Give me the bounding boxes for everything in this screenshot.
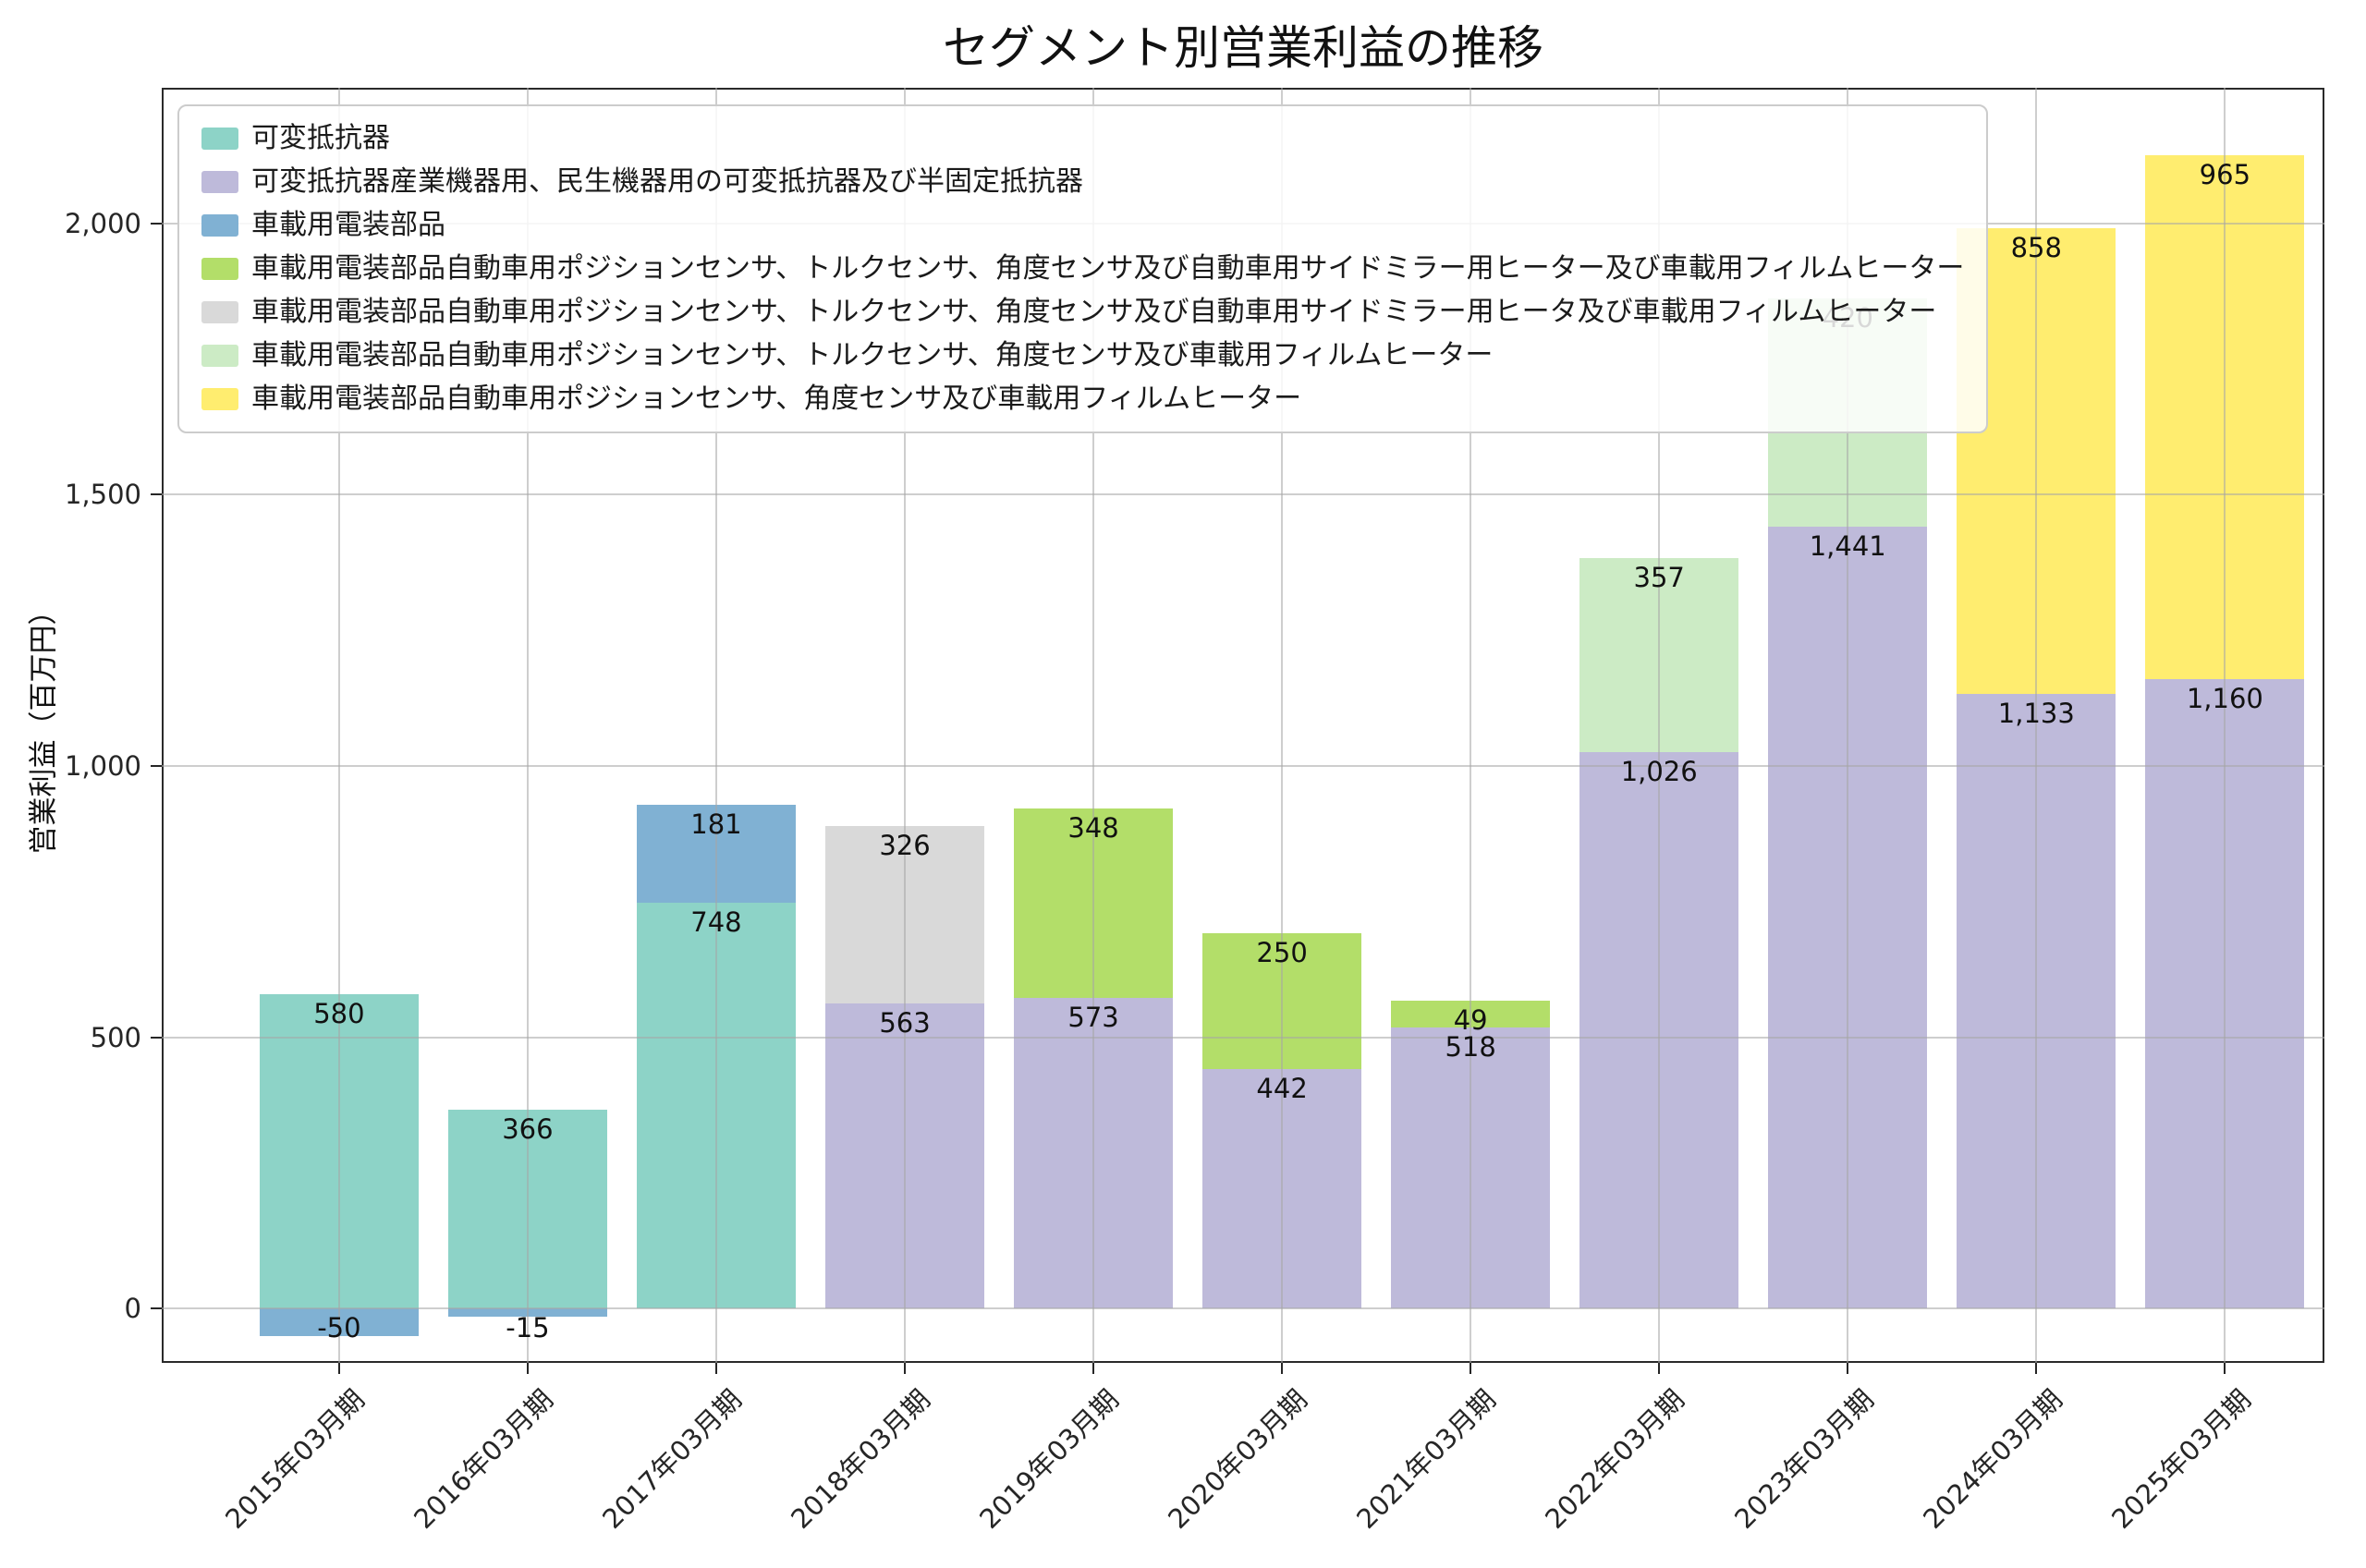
bar-value-label: 326 xyxy=(879,830,931,862)
x-tick-mark xyxy=(2224,1363,2226,1374)
x-tick-mark xyxy=(526,1363,529,1374)
y-tick-mark xyxy=(151,222,162,225)
bar-value-label: 366 xyxy=(502,1113,554,1146)
x-tick-label: 2020年03月期 xyxy=(1162,1383,1314,1536)
x-tick-mark xyxy=(714,1363,717,1374)
x-tick-label: 2015年03月期 xyxy=(219,1383,372,1536)
bar-value-label: 965 xyxy=(2199,159,2251,191)
gridline-v xyxy=(904,88,907,1363)
x-tick-mark xyxy=(2035,1363,2038,1374)
legend-item-label: 車載用電装部品 xyxy=(251,209,445,241)
bar-value-label: 357 xyxy=(1633,562,1685,594)
bar-value-label: 442 xyxy=(1256,1072,1308,1104)
x-tick-label: 2017年03月期 xyxy=(596,1383,749,1536)
gridline-v xyxy=(2035,88,2038,1363)
bar-value-label: 748 xyxy=(690,906,742,939)
y-tick-label: 1,000 xyxy=(64,750,141,783)
legend-swatch xyxy=(201,214,238,237)
bar-value-label: 1,160 xyxy=(2186,683,2263,715)
legend-swatch xyxy=(201,128,238,150)
bar-value-label: 858 xyxy=(2010,232,2062,264)
x-tick-label: 2019年03月期 xyxy=(973,1383,1126,1536)
legend-swatch xyxy=(201,345,238,367)
bar-value-label: 563 xyxy=(879,1006,931,1039)
x-tick-label: 2023年03月期 xyxy=(1727,1383,1880,1536)
gridline-h xyxy=(162,1036,2324,1039)
bar-value-label: 1,026 xyxy=(1620,755,1698,787)
legend-item-label: 可変抵抗器 xyxy=(251,122,390,154)
legend-item-label: 車載用電装部品自動車用ポジションセンサ、トルクセンサ、角度センサ及び自動車用サイ… xyxy=(251,252,1965,285)
x-tick-mark xyxy=(904,1363,907,1374)
x-tick-mark xyxy=(1847,1363,1849,1374)
y-tick-mark xyxy=(151,1036,162,1039)
y-tick-label: 0 xyxy=(124,1293,141,1325)
bar-value-label: 573 xyxy=(1067,1001,1119,1033)
legend-item: 車載用電装部品自動車用ポジションセンサ、角度センサ及び車載用フィルムヒーター xyxy=(201,382,1964,417)
gridline-v xyxy=(337,88,340,1363)
bar-value-label: 1,441 xyxy=(1809,530,1886,563)
y-tick-label: 2,000 xyxy=(64,207,141,239)
bar-value-label: 580 xyxy=(313,997,365,1029)
legend-item: 車載用電装部品 xyxy=(201,208,1964,243)
gridline-v xyxy=(714,88,717,1363)
gridline-v xyxy=(526,88,529,1363)
x-tick-label: 2016年03月期 xyxy=(408,1383,560,1536)
chart-title: セグメント別営業利益の推移 xyxy=(943,21,1543,75)
x-tick-mark xyxy=(1470,1363,1472,1374)
legend-item-label: 可変抵抗器産業機器用、民生機器用の可変抵抗器及び半固定抵抗器 xyxy=(251,165,1083,198)
bar-value-label: 348 xyxy=(1067,812,1119,845)
gridline-v xyxy=(1092,88,1095,1363)
legend-item-label: 車載用電装部品自動車用ポジションセンサ、トルクセンサ、角度センサ及び自動車用サイ… xyxy=(251,296,1937,328)
gridline-v xyxy=(1658,88,1661,1363)
gridline-v xyxy=(1281,88,1284,1363)
legend-item-label: 車載用電装部品自動車用ポジションセンサ、トルクセンサ、角度センサ及び車載用フィル… xyxy=(251,339,1494,371)
x-tick-label: 2018年03月期 xyxy=(785,1383,937,1536)
bar-value-label: 250 xyxy=(1256,936,1308,968)
legend: 可変抵抗器 可変抵抗器産業機器用、民生機器用の可変抵抗器及び半固定抵抗器 車載用電装… xyxy=(177,104,1989,433)
x-tick-mark xyxy=(337,1363,340,1374)
bar-value-label: 1,133 xyxy=(1997,697,2075,729)
y-axis-title: 営業利益（百万円） xyxy=(27,596,61,855)
y-tick-mark xyxy=(151,1307,162,1310)
x-tick-label: 2022年03月期 xyxy=(1539,1383,1691,1536)
legend-item: 可変抵抗器 xyxy=(201,121,1964,156)
bar-value-label: 181 xyxy=(690,808,742,840)
legend-swatch xyxy=(201,388,238,410)
x-tick-label: 2021年03月期 xyxy=(1350,1383,1503,1536)
x-tick-mark xyxy=(1092,1363,1095,1374)
legend-item: 車載用電装部品自動車用ポジションセンサ、トルクセンサ、角度センサ及び自動車用サイ… xyxy=(201,295,1964,330)
y-tick-mark xyxy=(151,493,162,496)
y-tick-mark xyxy=(151,765,162,768)
legend-item: 車載用電装部品自動車用ポジションセンサ、トルクセンサ、角度センサ及び自動車用サイ… xyxy=(201,251,1964,286)
legend-swatch xyxy=(201,301,238,323)
gridline-h xyxy=(162,765,2324,768)
bar-value-label: 49 xyxy=(1453,1004,1488,1037)
x-tick-label: 2025年03月期 xyxy=(2104,1383,2257,1536)
y-tick-label: 500 xyxy=(90,1021,141,1053)
bar-value-label: 518 xyxy=(1445,1031,1496,1064)
legend-swatch xyxy=(201,258,238,280)
legend-item: 車載用電装部品自動車用ポジションセンサ、トルクセンサ、角度センサ及び車載用フィル… xyxy=(201,338,1964,373)
gridline-h xyxy=(162,1307,2324,1310)
gridline-v xyxy=(2224,88,2226,1363)
gridline-h xyxy=(162,493,2324,496)
legend-item-label: 車載用電装部品自動車用ポジションセンサ、角度センサ及び車載用フィルムヒーター xyxy=(251,383,1302,415)
gridline-v xyxy=(1470,88,1472,1363)
legend-swatch xyxy=(201,171,238,193)
gridline-v xyxy=(1847,88,1849,1363)
x-tick-mark xyxy=(1658,1363,1661,1374)
bar-value-label: -15 xyxy=(506,1312,550,1344)
y-tick-label: 1,500 xyxy=(64,479,141,511)
legend-item: 可変抵抗器産業機器用、民生機器用の可変抵抗器及び半固定抵抗器 xyxy=(201,164,1964,200)
x-tick-label: 2024年03月期 xyxy=(1916,1383,2068,1536)
x-tick-mark xyxy=(1281,1363,1284,1374)
bar-value-label: -50 xyxy=(317,1312,361,1344)
